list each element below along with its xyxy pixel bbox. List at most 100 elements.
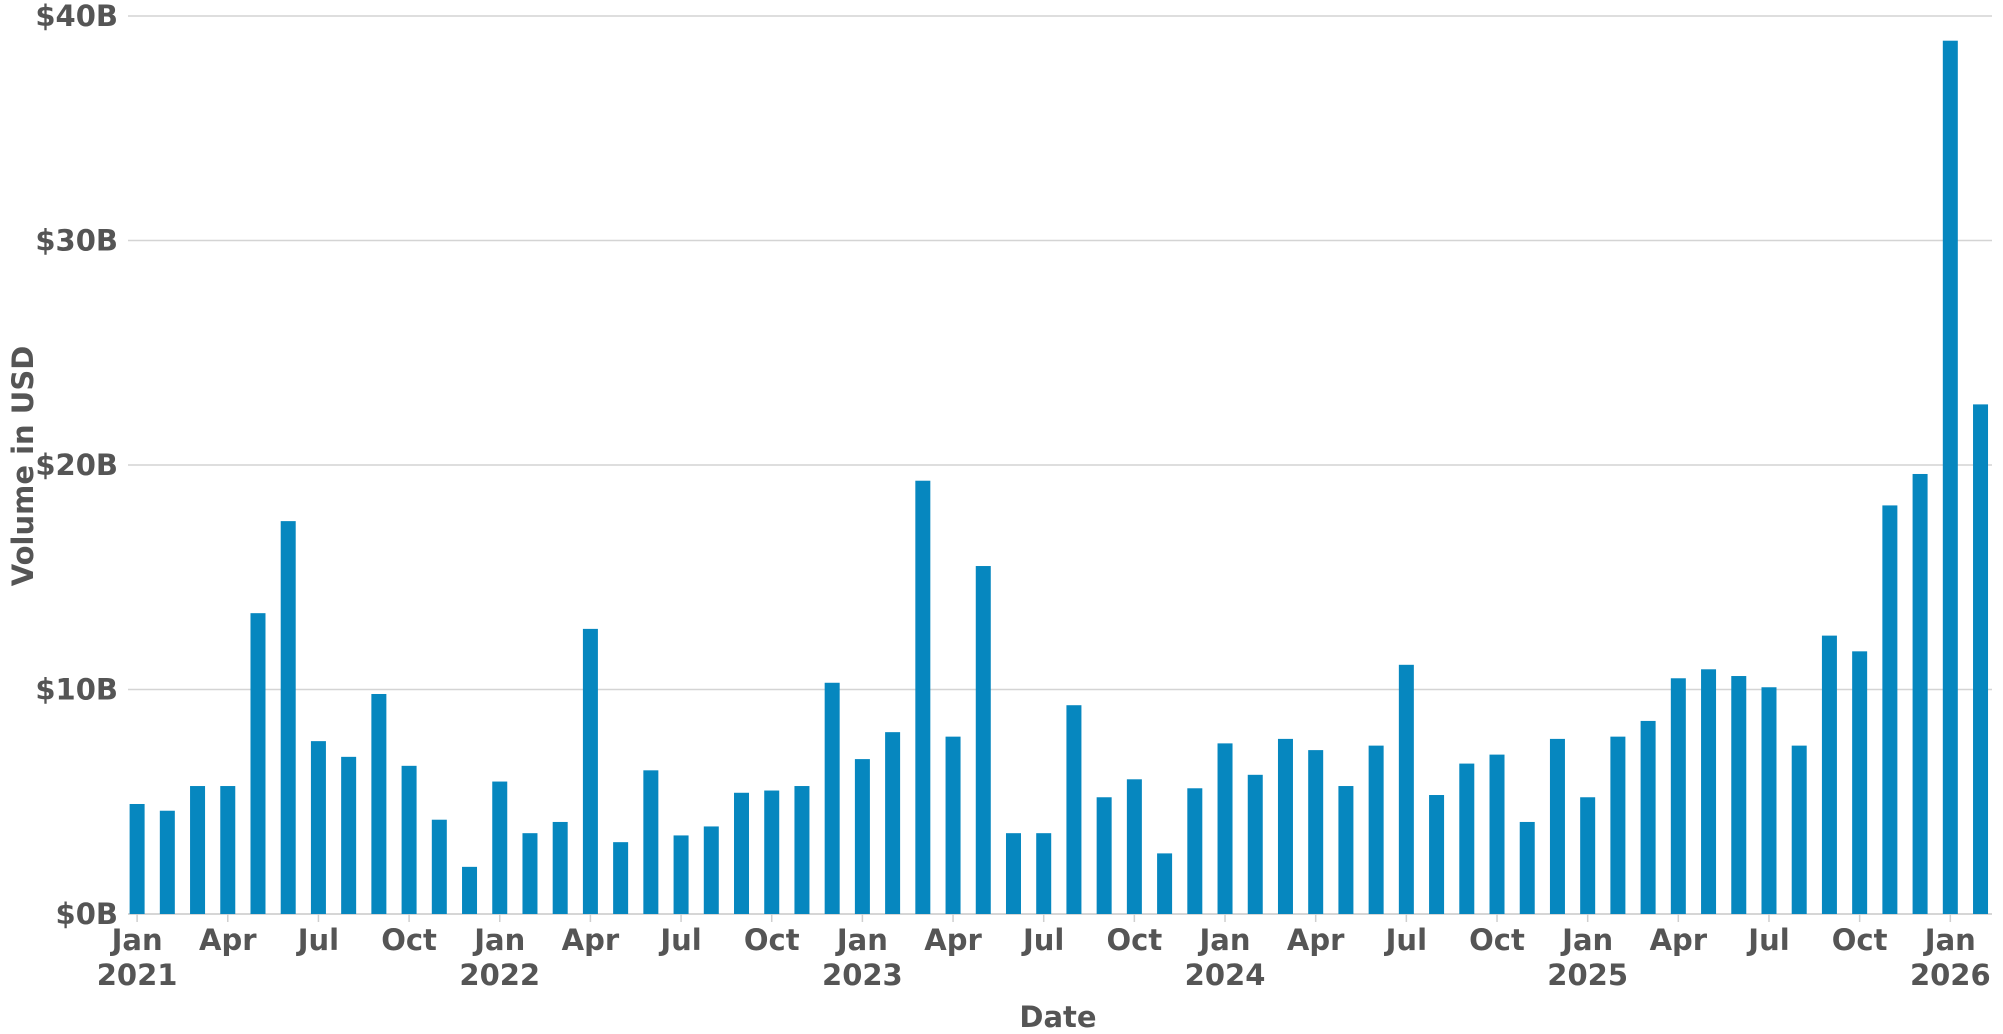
- bar: [1489, 754, 1505, 914]
- bar: [462, 866, 478, 914]
- bar: [1157, 853, 1173, 914]
- bar: [1398, 664, 1414, 914]
- x-tick-label: Jul: [658, 923, 701, 957]
- bar: [824, 682, 840, 914]
- bar: [522, 833, 538, 914]
- bar: [703, 826, 719, 914]
- bar: [1247, 774, 1263, 914]
- x-tick-label: Apr: [1650, 923, 1708, 957]
- x-tick-label: Jan: [110, 923, 163, 957]
- bar: [1096, 797, 1112, 914]
- bar: [945, 736, 961, 914]
- bar: [1308, 750, 1324, 914]
- bar: [1610, 736, 1626, 914]
- bar: [764, 790, 780, 914]
- x-tick-label: Jan: [472, 923, 525, 957]
- bar: [1549, 738, 1565, 914]
- x-tick-label: Jul: [1384, 923, 1427, 957]
- x-tick-label: Jul: [1746, 923, 1789, 957]
- bar: [310, 741, 326, 914]
- bar: [1277, 738, 1293, 914]
- x-tick-year-label: 2021: [97, 958, 178, 992]
- bar: [1640, 720, 1656, 914]
- bar: [552, 821, 568, 914]
- bar: [1731, 676, 1747, 914]
- x-tick-label: Jul: [1021, 923, 1064, 957]
- bar: [1005, 833, 1021, 914]
- bar: [250, 613, 266, 914]
- bar: [613, 842, 629, 914]
- bar: [431, 819, 447, 914]
- x-tick-label: Oct: [381, 923, 437, 957]
- x-tick-year-label: 2026: [1910, 958, 1991, 992]
- y-axis: $0B $10B $20B $30B $40B: [35, 0, 118, 931]
- bar: [885, 732, 901, 914]
- bar: [643, 770, 659, 914]
- bar: [1187, 788, 1203, 914]
- x-axis-title: Date: [1019, 1000, 1096, 1034]
- bar: [975, 566, 991, 914]
- x-tick-label: Jan: [835, 923, 888, 957]
- bar: [129, 803, 145, 914]
- bar: [1519, 821, 1535, 914]
- bar: [582, 628, 598, 914]
- x-tick-year-label: 2023: [822, 958, 903, 992]
- bar: [1882, 505, 1898, 914]
- bar: [854, 759, 870, 914]
- x-tick-label: Apr: [199, 923, 257, 957]
- x-tick-label: Oct: [1469, 923, 1525, 957]
- x-tick-label: Jan: [1923, 923, 1976, 957]
- bar: [1066, 705, 1082, 914]
- x-tick-year-label: 2024: [1185, 958, 1266, 992]
- x-tick-label: Apr: [562, 923, 620, 957]
- bars: [129, 40, 1989, 914]
- bar: [190, 786, 206, 914]
- bar: [159, 810, 175, 914]
- bar: [794, 786, 810, 914]
- bar: [1036, 833, 1052, 914]
- x-tick-label: Apr: [1287, 923, 1345, 957]
- bar: [371, 693, 387, 914]
- bar: [1852, 651, 1868, 914]
- x-tick-label: Oct: [744, 923, 800, 957]
- bar: [1580, 797, 1596, 914]
- bar: [280, 521, 296, 914]
- y-tick-label: $0B: [56, 897, 118, 931]
- bar: [1368, 745, 1384, 914]
- y-tick-label: $10B: [35, 673, 118, 707]
- bar: [1912, 473, 1928, 914]
- x-tick-label: Oct: [1832, 923, 1888, 957]
- x-tick-label: Apr: [924, 923, 982, 957]
- y-tick-label: $30B: [35, 224, 118, 258]
- bar: [1791, 745, 1807, 914]
- bar: [401, 765, 417, 914]
- bar: [1761, 687, 1777, 914]
- bar: [1973, 404, 1989, 914]
- bar: [220, 786, 236, 914]
- x-tick-year-label: 2022: [459, 958, 540, 992]
- bar: [673, 835, 689, 914]
- bar: [1217, 743, 1233, 914]
- x-tick-label: Oct: [1107, 923, 1163, 957]
- x-tick-label: Jan: [1560, 923, 1613, 957]
- bar: [1429, 795, 1445, 914]
- bar: [492, 781, 508, 914]
- y-tick-label: $40B: [35, 0, 118, 33]
- y-tick-label: $20B: [35, 448, 118, 482]
- bar: [341, 756, 357, 914]
- bar: [1701, 669, 1717, 914]
- y-axis-title: Volume in USD: [6, 346, 40, 587]
- bar: [1126, 779, 1142, 914]
- x-tick-label: Jan: [1198, 923, 1251, 957]
- x-tick-label: Jul: [296, 923, 339, 957]
- bar: [1459, 763, 1475, 914]
- bar: [915, 480, 931, 914]
- bar: [1338, 786, 1354, 914]
- bar: [1942, 40, 1958, 914]
- bar: [1821, 635, 1837, 914]
- bar: [734, 792, 750, 914]
- x-tick-year-label: 2025: [1547, 958, 1628, 992]
- bar: [1670, 678, 1686, 914]
